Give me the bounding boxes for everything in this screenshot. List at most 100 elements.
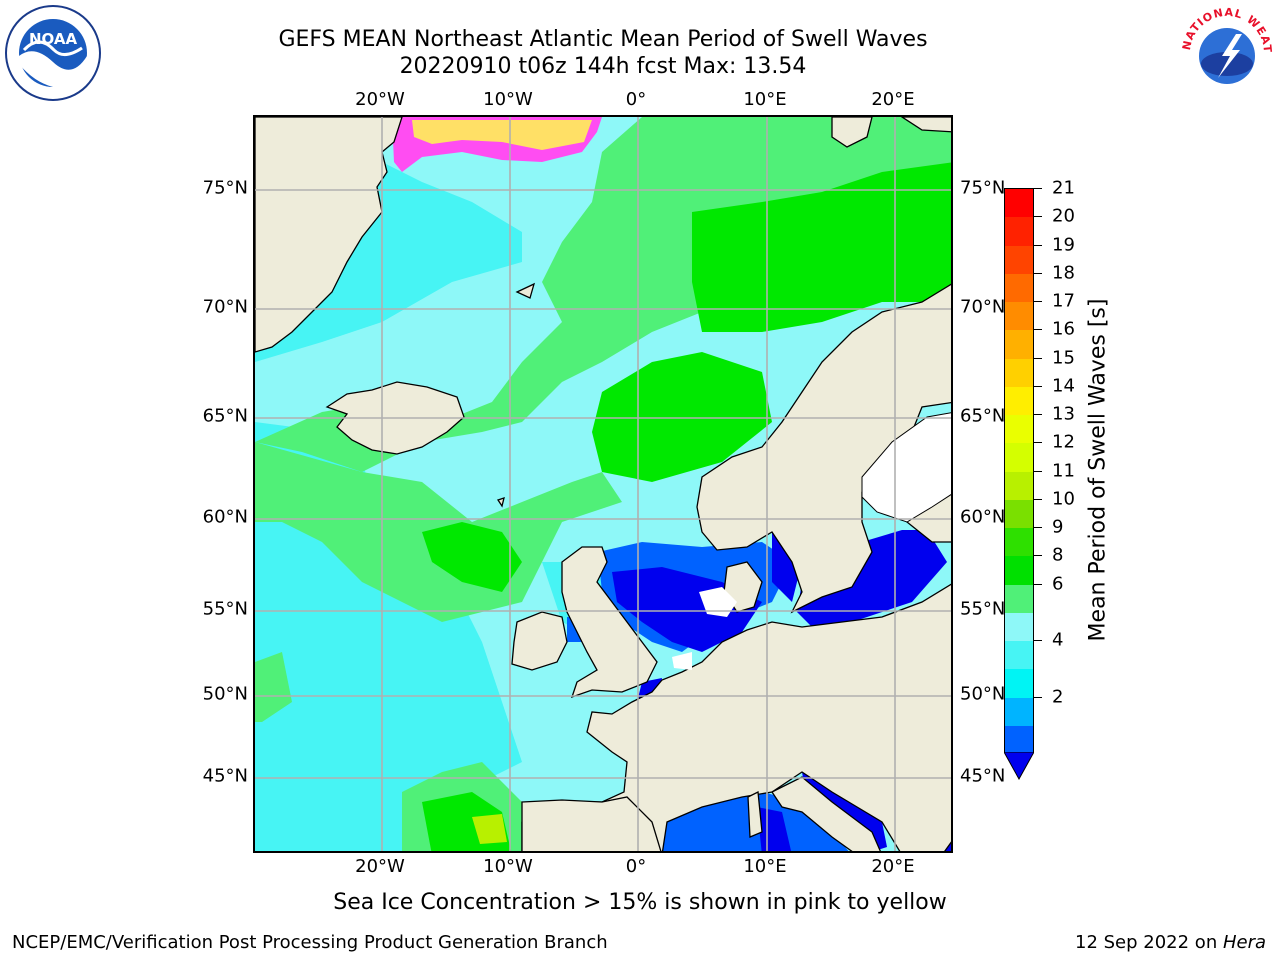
land-ireland (511, 611, 568, 671)
land-greenland (255, 117, 403, 353)
land-europe (521, 583, 951, 851)
colorbar-segment (1005, 528, 1033, 557)
colorbar-tick-mark (1034, 442, 1042, 444)
missing-data-patch (672, 652, 692, 670)
colorbar-tick-mark (1034, 470, 1042, 472)
lat-label-left-50n: 50°N (202, 683, 248, 705)
colorbar-segment (1005, 415, 1033, 444)
swell-below-2-zone (757, 807, 792, 851)
colorbar (1004, 188, 1034, 755)
colorbar-segment (1005, 499, 1033, 529)
land-italy (771, 776, 881, 851)
gulf-of-bothnia-ice-free (861, 412, 951, 523)
colorbar-tick-mark (1034, 244, 1042, 246)
lon-label-top-10w: 10°W (483, 89, 533, 110)
swell-below-2-zone (797, 530, 947, 627)
lat-label-right-60n: 60°N (960, 506, 1006, 528)
missing-data-patch (699, 587, 737, 617)
lon-label-bottom-10w: 10°W (483, 856, 533, 877)
lat-label-right-45n: 45°N (960, 765, 1006, 787)
swell-10-11-zone (592, 352, 772, 482)
colorbar-tick-mark (1034, 498, 1042, 500)
colorbar-tick-mark (1034, 555, 1042, 557)
colorbar-segment (1005, 245, 1033, 275)
colorbar-tick-label: 16 (1052, 318, 1075, 340)
lat-label-left-55n: 55°N (202, 598, 248, 620)
colorbar-tick-label: 2 (1052, 686, 1064, 707)
lon-label-bottom-20e: 20°E (871, 856, 915, 877)
land-jan-mayen (515, 282, 536, 299)
colorbar-tick-mark (1034, 527, 1042, 528)
credit-host: Hera (1222, 932, 1266, 953)
lat-label-left-70n: 70°N (202, 296, 248, 318)
colorbar-tick-label: 14 (1052, 375, 1075, 397)
map-panel (253, 115, 953, 853)
land-iberia (521, 796, 662, 851)
lat-label-right-75n: 75°N (960, 177, 1006, 199)
colorbar-segment (1005, 725, 1033, 755)
colorbar-tick-mark (1034, 301, 1042, 302)
lat-label-left-75n: 75°N (202, 177, 248, 199)
colorbar-tick-mark (1034, 188, 1042, 189)
lat-label-right-55n: 55°N (960, 598, 1006, 620)
lat-label-right-65n: 65°N (960, 405, 1006, 427)
colorbar-tick-label: 20 (1052, 205, 1075, 227)
land-great-britain (561, 546, 658, 699)
colorbar-tick-mark (1034, 640, 1042, 641)
colorbar-tick-mark (1034, 329, 1042, 331)
colorbar-tick-mark (1034, 696, 1042, 698)
swell-10-11-zone (422, 522, 522, 592)
land-svalbard (831, 117, 873, 148)
colorbar-tick-label: 4 (1052, 629, 1064, 651)
credit-branch: NCEP/EMC/Verification Post Processing Pr… (12, 932, 608, 953)
colorbar-segment (1005, 386, 1033, 416)
noaa-logo-text: NOAA (29, 30, 78, 48)
colorbar-tick-label: 11 (1052, 460, 1075, 481)
colorbar-tick-mark (1034, 583, 1042, 585)
swell-10-11-zone (692, 162, 951, 332)
colorbar-segment (1005, 697, 1033, 727)
lat-label-left-45n: 45°N (202, 765, 248, 787)
colorbar-segment (1005, 584, 1033, 614)
lon-label-bottom-0: 0° (625, 856, 647, 877)
land-svalbard (900, 117, 951, 133)
colorbar-tick-label: 6 (1052, 573, 1064, 594)
colorbar-tick-mark (1034, 385, 1042, 387)
colorbar-tick-label: 8 (1052, 544, 1064, 566)
colorbar-segment (1005, 612, 1033, 642)
colorbar-tick-label: 12 (1052, 431, 1075, 453)
colorbar-segment (1005, 443, 1033, 472)
colorbar-segment (1005, 189, 1033, 218)
colorbar-segment (1005, 330, 1033, 359)
noaa-logo: NOAA (4, 4, 102, 102)
colorbar-tick-label: 15 (1052, 347, 1075, 368)
lat-label-left-65n: 65°N (202, 405, 248, 427)
colorbar-segment (1005, 302, 1033, 331)
lon-label-top-0: 0° (625, 89, 647, 110)
credit-date-host: 12 Sep 2022 on Hera (1075, 932, 1266, 953)
lat-label-right-70n: 70°N (960, 296, 1006, 318)
graticule (255, 117, 951, 851)
land-corsica-sardinia (747, 790, 763, 838)
chart-title: GEFS MEAN Northeast Atlantic Mean Period… (278, 27, 928, 52)
colorbar-tick-mark (1034, 272, 1042, 274)
swell-below-2-zone (772, 532, 802, 602)
colorbar-tick-label: 10 (1052, 488, 1075, 510)
colorbar-under-arrow (1004, 752, 1034, 780)
nws-logo: NATIONAL WEATHER SERVICE (1173, 0, 1276, 102)
colorbar-tick-label: 17 (1052, 290, 1075, 312)
lon-label-top-20w: 20°W (355, 89, 405, 110)
colorbar-tick-mark (1034, 216, 1042, 218)
colorbar-segment (1005, 217, 1033, 246)
colorbar-tick-label: 19 (1052, 234, 1075, 255)
sea-ice-footnote: Sea Ice Concentration > 15% is shown in … (333, 890, 947, 915)
colorbar-segment (1005, 358, 1033, 388)
lon-label-top-20e: 20°E (871, 89, 915, 110)
lat-label-left-60n: 60°N (202, 506, 248, 528)
land-faroe (496, 497, 505, 508)
colorbar-segment (1005, 669, 1033, 698)
credit-date: 12 Sep 2022 on (1075, 932, 1223, 953)
map-canvas (255, 117, 951, 851)
colorbar-tick-label: 9 (1052, 516, 1064, 538)
sea-ice-zone (412, 120, 592, 150)
